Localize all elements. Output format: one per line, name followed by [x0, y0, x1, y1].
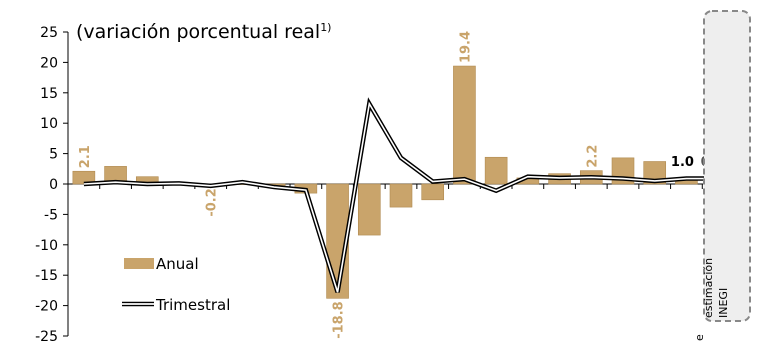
legend-label-anual: Anual [156, 255, 199, 273]
estimation-box: estimación INEGI e [693, 10, 751, 341]
bar-anual [421, 183, 445, 201]
y-tick-label: -25 [35, 329, 58, 343]
data-label: -0.2 [205, 188, 220, 216]
estimation-corner-mark: e [693, 334, 706, 341]
line-trimestral-inner [83, 101, 719, 293]
line-group [83, 97, 719, 293]
bar-anual [453, 65, 476, 185]
data-label: 2.2 [585, 145, 600, 168]
y-tick-label: 5 [49, 147, 58, 163]
data-label: 1.0 [671, 155, 694, 170]
estimation-line1: estimación [702, 258, 715, 318]
y-tick-label: -10 [35, 238, 58, 254]
chart-title: (variación porcentual real1) [76, 21, 331, 43]
estimation-line2: INEGI [717, 288, 730, 318]
data-label: 2.1 [78, 145, 93, 168]
y-tick-label: 15 [40, 86, 58, 102]
y-tick-label: 25 [40, 25, 58, 41]
data-label: -18.8 [332, 301, 347, 338]
y-tick-label: 20 [40, 55, 58, 71]
legend-label-trimestral: Trimestral [155, 296, 230, 314]
y-tick-label: -20 [35, 299, 58, 315]
legend-swatch-anual [124, 258, 154, 269]
data-label: 19.4 [458, 31, 473, 63]
y-tick-label: 0 [49, 177, 58, 193]
bar-anual [484, 156, 508, 185]
legend: Anual Trimestral [122, 255, 230, 314]
y-tick-label: -5 [44, 207, 58, 223]
y-tick-label: -15 [35, 268, 58, 284]
bar-anual [389, 183, 413, 208]
y-tick-label: 10 [40, 116, 58, 132]
y-axis: 25 20 15 10 5 0 -5 -10 -15 -20 -25 [35, 25, 735, 343]
bar-anual [357, 183, 381, 236]
